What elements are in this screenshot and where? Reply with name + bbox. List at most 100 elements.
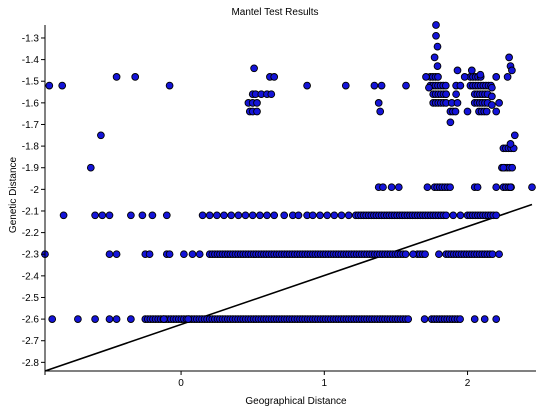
data-point bbox=[435, 250, 443, 259]
data-point bbox=[160, 315, 168, 323]
data-point bbox=[488, 83, 496, 92]
data-point bbox=[131, 73, 140, 81]
data-point bbox=[488, 101, 496, 109]
y-tick-label: -1.3 bbox=[22, 33, 40, 44]
y-tick-label: -2.2 bbox=[22, 228, 40, 239]
y-tick-label: -2.5 bbox=[22, 293, 40, 304]
data-point bbox=[270, 73, 279, 81]
data-point bbox=[446, 183, 454, 192]
data-point bbox=[456, 315, 464, 323]
data-point bbox=[467, 66, 476, 75]
data-point bbox=[205, 211, 214, 220]
data-point bbox=[456, 211, 465, 220]
data-point bbox=[316, 211, 324, 220]
data-point bbox=[473, 183, 482, 192]
data-point bbox=[480, 315, 489, 323]
y-tick-label: -1.7 bbox=[22, 120, 40, 131]
data-point bbox=[449, 211, 458, 220]
data-point bbox=[294, 211, 303, 220]
x-tick-label: 2 bbox=[465, 378, 471, 389]
data-point bbox=[492, 73, 501, 81]
data-point bbox=[495, 250, 503, 259]
regression-layer bbox=[44, 203, 533, 372]
data-point bbox=[506, 183, 515, 192]
data-point bbox=[48, 315, 57, 323]
data-point bbox=[488, 92, 496, 101]
y-tick-label: -1.9 bbox=[22, 163, 40, 174]
data-point bbox=[45, 81, 54, 90]
data-point bbox=[253, 107, 261, 116]
data-point bbox=[430, 53, 439, 62]
data-point bbox=[127, 211, 135, 220]
y-tick-label: -2.7 bbox=[22, 336, 40, 347]
data-point bbox=[263, 211, 271, 220]
x-axis-label: Geographical Distance bbox=[245, 396, 347, 407]
data-point bbox=[250, 64, 258, 73]
data-point bbox=[341, 81, 350, 90]
data-point bbox=[253, 99, 261, 107]
y-axis-label: Genetic Distance bbox=[8, 156, 19, 233]
y-tick-label: -1.8 bbox=[22, 142, 40, 153]
data-point bbox=[184, 315, 193, 323]
points-layer bbox=[41, 21, 536, 323]
data-point bbox=[421, 250, 429, 259]
data-point bbox=[463, 107, 472, 116]
data-point bbox=[344, 211, 353, 220]
data-point bbox=[220, 211, 228, 220]
data-point bbox=[337, 211, 346, 220]
data-point bbox=[138, 211, 147, 220]
data-point bbox=[227, 211, 236, 220]
data-point bbox=[270, 211, 279, 220]
data-point bbox=[492, 107, 501, 116]
data-point bbox=[97, 131, 105, 140]
data-point bbox=[402, 81, 410, 90]
y-tick-label: -1.5 bbox=[22, 77, 40, 88]
y-tick-label: -2.4 bbox=[22, 271, 40, 282]
data-point bbox=[442, 90, 450, 99]
y-tick-label: -1.6 bbox=[22, 98, 40, 109]
data-point bbox=[441, 81, 450, 90]
data-point bbox=[195, 250, 204, 259]
data-point bbox=[58, 81, 67, 90]
data-point bbox=[508, 163, 517, 172]
data-point bbox=[59, 211, 68, 220]
data-point bbox=[280, 211, 289, 220]
data-point bbox=[401, 250, 410, 259]
axes-layer: -1.3 -1.4 -1.5 -1.6 -1.7 -1.8 -1.9 -2 -2.1 -2.2 -2… bbox=[22, 25, 536, 389]
data-point bbox=[112, 315, 121, 323]
data-point bbox=[323, 211, 332, 220]
data-point bbox=[145, 250, 154, 259]
data-point bbox=[180, 250, 188, 259]
data-point bbox=[432, 31, 440, 40]
data-point bbox=[451, 107, 460, 116]
data-point bbox=[505, 53, 513, 62]
data-point bbox=[503, 73, 512, 81]
data-point bbox=[432, 21, 440, 29]
data-point bbox=[425, 83, 433, 92]
data-point bbox=[460, 73, 469, 81]
data-point bbox=[423, 183, 432, 192]
data-point bbox=[420, 315, 429, 323]
data-point bbox=[256, 211, 264, 220]
data-point bbox=[453, 66, 462, 75]
y-tick-label: -1.4 bbox=[22, 55, 40, 66]
data-point bbox=[446, 118, 455, 127]
data-point bbox=[528, 183, 536, 192]
data-point bbox=[409, 250, 417, 259]
data-point bbox=[377, 81, 386, 90]
data-point bbox=[234, 211, 243, 220]
data-point bbox=[453, 99, 462, 107]
data-point bbox=[370, 81, 379, 90]
data-point bbox=[248, 211, 257, 220]
data-point bbox=[213, 211, 221, 220]
data-point bbox=[433, 62, 442, 70]
data-point bbox=[379, 183, 387, 192]
data-point bbox=[510, 131, 519, 140]
data-point bbox=[499, 163, 508, 172]
data-point bbox=[165, 81, 174, 90]
data-point bbox=[267, 90, 276, 99]
data-point bbox=[387, 183, 396, 192]
data-point bbox=[476, 70, 485, 79]
data-point bbox=[508, 66, 516, 75]
